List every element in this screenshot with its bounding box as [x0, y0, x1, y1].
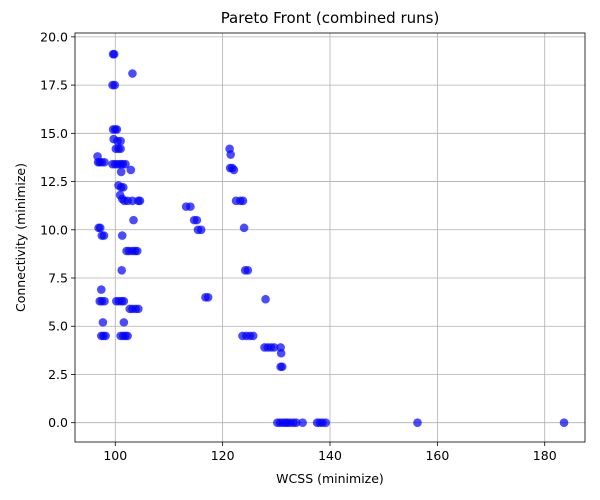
data-point — [101, 331, 110, 341]
data-point — [248, 331, 258, 341]
data-point — [100, 296, 109, 306]
x-tick-label: 160 — [425, 448, 449, 463]
data-point — [123, 331, 132, 341]
data-point — [559, 418, 569, 428]
ticks-layer: 100 120 140 160 180 0.0 2.5 5.0 7.5 10.0 12.5 15.0 1… — [40, 29, 557, 463]
y-tick-label: 7.5 — [48, 271, 68, 286]
data-point — [119, 183, 128, 192]
data-point — [126, 165, 136, 175]
data-point — [97, 285, 106, 294]
data-point — [186, 202, 195, 211]
data-point — [116, 167, 126, 177]
data-point — [291, 418, 301, 428]
y-tick-label: 20.0 — [40, 29, 68, 44]
data-point — [119, 318, 129, 327]
data-point — [229, 165, 239, 175]
y-tick-label: 10.0 — [40, 222, 68, 237]
data-point — [203, 293, 213, 302]
x-tick-label: 140 — [318, 448, 342, 463]
data-point — [276, 348, 286, 358]
data-point — [298, 418, 307, 428]
data-point — [128, 196, 137, 206]
data-point — [226, 150, 235, 159]
data-point — [238, 196, 248, 206]
data-point — [119, 296, 129, 306]
data-point — [243, 265, 253, 275]
data-point — [192, 215, 202, 225]
grid-layer — [75, 33, 585, 442]
data-point — [196, 225, 206, 235]
y-tick-label: 2.5 — [48, 367, 68, 382]
data-point — [100, 157, 109, 167]
data-point — [108, 49, 118, 59]
data-point — [116, 144, 125, 154]
y-tick-label: 12.5 — [40, 174, 68, 189]
x-tick-label: 180 — [533, 448, 557, 463]
data-point — [321, 418, 331, 428]
data-point — [110, 80, 120, 90]
data-point — [239, 223, 249, 233]
y-axis-label: Connectivity (minimize) — [13, 163, 28, 312]
x-tick-label: 100 — [103, 448, 127, 463]
data-point — [117, 231, 127, 240]
data-point — [112, 125, 122, 134]
y-tick-label: 5.0 — [48, 319, 68, 334]
data-point — [121, 159, 130, 169]
data-point — [135, 196, 145, 206]
data-point — [277, 362, 287, 372]
x-axis-label: WCSS (minimize) — [276, 471, 384, 486]
data-point — [116, 136, 125, 146]
points-layer — [93, 49, 569, 428]
data-point — [261, 294, 270, 304]
y-tick-label: 17.5 — [40, 78, 68, 93]
data-point — [95, 223, 105, 233]
data-point — [99, 231, 109, 240]
y-tick-label: 15.0 — [40, 126, 68, 141]
x-tick-label: 120 — [211, 448, 235, 463]
data-point — [413, 418, 422, 428]
chart-title: Pareto Front (combined runs) — [221, 9, 440, 27]
data-point — [132, 246, 142, 256]
data-point — [269, 343, 279, 352]
data-point — [128, 69, 137, 78]
data-point — [117, 265, 127, 275]
y-tick-label: 0.0 — [48, 415, 68, 430]
data-point — [134, 304, 143, 314]
data-point — [129, 215, 138, 225]
data-point — [98, 318, 108, 327]
